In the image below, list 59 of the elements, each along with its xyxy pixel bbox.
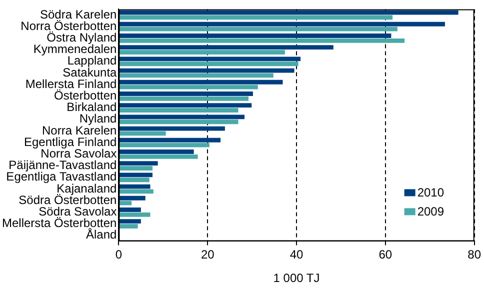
- bar: [119, 178, 150, 182]
- y-tick-label: Södra Österbotten: [18, 192, 117, 207]
- bar: [119, 212, 150, 217]
- x-axis-title: 1 000 TJ: [273, 271, 320, 286]
- bar: [119, 166, 152, 170]
- bar: [119, 161, 158, 166]
- bar: [119, 92, 253, 96]
- y-tick-label: Åland: [86, 228, 117, 242]
- x-tick-label: 60: [378, 248, 392, 262]
- bar: [119, 34, 392, 38]
- bar: [119, 80, 283, 84]
- y-tick-label: Egentliga Finland: [24, 134, 117, 149]
- bar: [119, 62, 298, 66]
- bar: [119, 103, 252, 108]
- y-tick-label: Östra Nyland: [46, 30, 117, 45]
- bar: [119, 10, 458, 15]
- bar: [119, 184, 150, 189]
- bar: [119, 38, 405, 43]
- bar: [119, 208, 141, 212]
- bar: [119, 108, 238, 112]
- y-tick-label: Nyland: [79, 112, 117, 126]
- y-tick-label: Kajanaland: [56, 181, 117, 196]
- x-tick-label: 80: [468, 248, 482, 262]
- bar: [119, 200, 132, 206]
- y-tick-label: Birkaland: [66, 100, 117, 114]
- y-tick-label: Södra Karelen: [40, 7, 117, 22]
- bar: [119, 96, 249, 101]
- bar: [119, 84, 258, 90]
- bar: [119, 50, 285, 54]
- y-tick-label: Norra Österbotten: [20, 18, 117, 33]
- bar: [119, 172, 152, 178]
- bar: [119, 22, 445, 26]
- bar: [119, 68, 294, 73]
- x-tick-label: 20: [200, 248, 215, 262]
- bar: [119, 26, 398, 32]
- x-tick-label: 0: [115, 248, 122, 262]
- bar: [119, 56, 301, 62]
- y-tick-label: Mellersta Finland: [25, 76, 117, 91]
- legend-label: 2009: [417, 204, 444, 219]
- bar: [119, 45, 334, 50]
- y-tick-label: Österbotten: [54, 88, 117, 103]
- bar: [119, 120, 238, 124]
- bar: [119, 189, 154, 194]
- bar: [119, 131, 166, 136]
- y-tick-label: Lappland: [67, 54, 117, 68]
- bar: [119, 142, 210, 148]
- bar: [119, 150, 194, 154]
- bar: [119, 154, 198, 159]
- x-tick-label: 40: [290, 248, 304, 262]
- bar: [119, 15, 393, 20]
- bar: [119, 73, 274, 78]
- bar: [119, 126, 225, 131]
- bar: [119, 138, 221, 142]
- legend-label: 2010: [417, 186, 444, 200]
- y-tick-label: Päijänne-Tavastland: [8, 158, 117, 172]
- bar: [119, 114, 245, 120]
- bar: [119, 219, 141, 224]
- bar: [119, 224, 138, 228]
- bar: [119, 196, 146, 200]
